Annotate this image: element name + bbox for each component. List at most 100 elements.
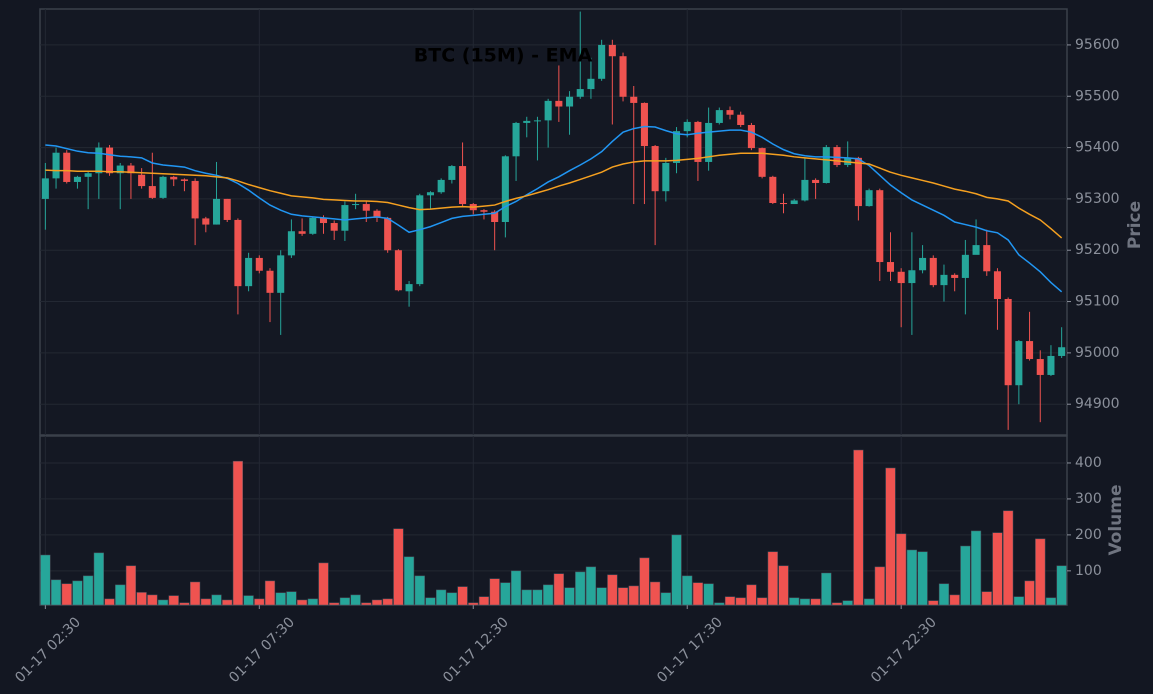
volume-panel <box>39 435 1068 606</box>
volume-bar <box>72 580 83 606</box>
volume-bar <box>243 595 254 606</box>
candle-body <box>608 44 616 57</box>
marks <box>40 11 1067 606</box>
candle-body <box>266 270 274 293</box>
candle-body <box>961 254 969 278</box>
candle-body <box>73 176 81 182</box>
y-tick-label: 95100 <box>1075 294 1120 310</box>
volume-bar <box>468 602 479 606</box>
volume-bar <box>232 460 244 606</box>
candle-body <box>384 217 392 251</box>
candle-body <box>405 284 413 292</box>
volume-bar <box>211 594 222 606</box>
volume-bar <box>1056 565 1067 606</box>
candle-body <box>170 176 178 180</box>
candle-body <box>416 195 424 285</box>
candle-body <box>533 120 541 122</box>
candle-body <box>255 257 263 271</box>
candle-body <box>576 89 584 97</box>
volume-bar <box>799 598 810 606</box>
volume-tick-label: 200 <box>1075 527 1102 543</box>
candle-body <box>1015 341 1023 386</box>
candle-body <box>886 262 895 272</box>
volume-bar <box>692 582 704 606</box>
volume-bar <box>863 598 875 606</box>
volume-tick-label: 400 <box>1075 455 1102 471</box>
volume-bar <box>339 597 350 606</box>
volume-bar <box>382 598 393 606</box>
volume-bar <box>40 554 51 606</box>
candle-body <box>940 274 948 286</box>
candle-body <box>394 250 402 291</box>
candle-body <box>116 165 124 174</box>
volume-bar <box>607 574 618 606</box>
candle-body <box>662 162 670 192</box>
volume-bar <box>93 552 104 606</box>
candle-body <box>694 121 702 162</box>
candle-body <box>309 217 317 234</box>
volume-bar <box>735 597 746 606</box>
volume-bar <box>874 566 885 606</box>
candle-body <box>737 114 745 125</box>
volume-tick-label: 100 <box>1075 563 1102 579</box>
candle-body <box>865 190 873 207</box>
candle-body <box>640 102 648 147</box>
volume-bar <box>917 551 928 606</box>
candle-body <box>245 257 253 287</box>
volume-bar <box>810 598 821 606</box>
candle-body <box>106 147 114 174</box>
volume-bar <box>329 602 340 606</box>
price-panel <box>39 8 1068 436</box>
volume-tick-label: 300 <box>1075 491 1102 507</box>
candle-body <box>362 204 370 211</box>
candle-body <box>951 274 959 278</box>
volume-bar <box>553 573 564 606</box>
candle-body <box>1026 341 1034 360</box>
candle-body <box>480 210 488 212</box>
volume-bar <box>778 565 789 606</box>
candle-body <box>779 203 788 205</box>
candle-body <box>822 147 830 183</box>
volume-bar <box>489 578 500 606</box>
volume-bar <box>147 594 158 606</box>
volume-bar <box>318 562 329 606</box>
volume-bar <box>414 575 425 606</box>
candle-body <box>491 211 499 222</box>
volume-bar <box>1003 510 1014 606</box>
volume-bar <box>842 600 853 606</box>
candle-body <box>651 146 659 192</box>
candle-body <box>212 198 221 225</box>
volume-bar <box>906 549 917 606</box>
volume-bar <box>628 585 639 606</box>
volume-bar <box>478 596 490 606</box>
candle-body <box>790 200 798 205</box>
candle-body <box>705 122 713 162</box>
candle-body <box>63 152 71 182</box>
y-tick-label: 95600 <box>1075 37 1120 53</box>
volume-bar <box>596 587 607 606</box>
price-axis-title: Price <box>1125 201 1145 249</box>
candle-body <box>812 179 820 183</box>
candle-body <box>127 165 135 174</box>
volume-bar <box>275 592 286 606</box>
candle-body <box>854 157 862 207</box>
candle-body <box>1036 359 1044 375</box>
y-tick-label: 95300 <box>1075 191 1120 207</box>
candle-body <box>202 218 210 225</box>
volume-bar <box>393 528 404 606</box>
candle-body <box>876 190 884 263</box>
volume-bar <box>446 592 457 606</box>
candle-body <box>523 120 531 123</box>
candle-body <box>287 231 295 256</box>
volume-bar <box>564 587 575 606</box>
volume-bar <box>521 589 532 606</box>
candle-body <box>52 152 60 179</box>
volume-bar <box>500 582 511 606</box>
volume-bar <box>767 551 778 606</box>
candle-body <box>598 44 606 79</box>
volume-bar <box>981 591 992 606</box>
candle-body <box>148 186 156 198</box>
ema-line <box>45 125 1063 293</box>
volume-bar <box>746 584 757 606</box>
